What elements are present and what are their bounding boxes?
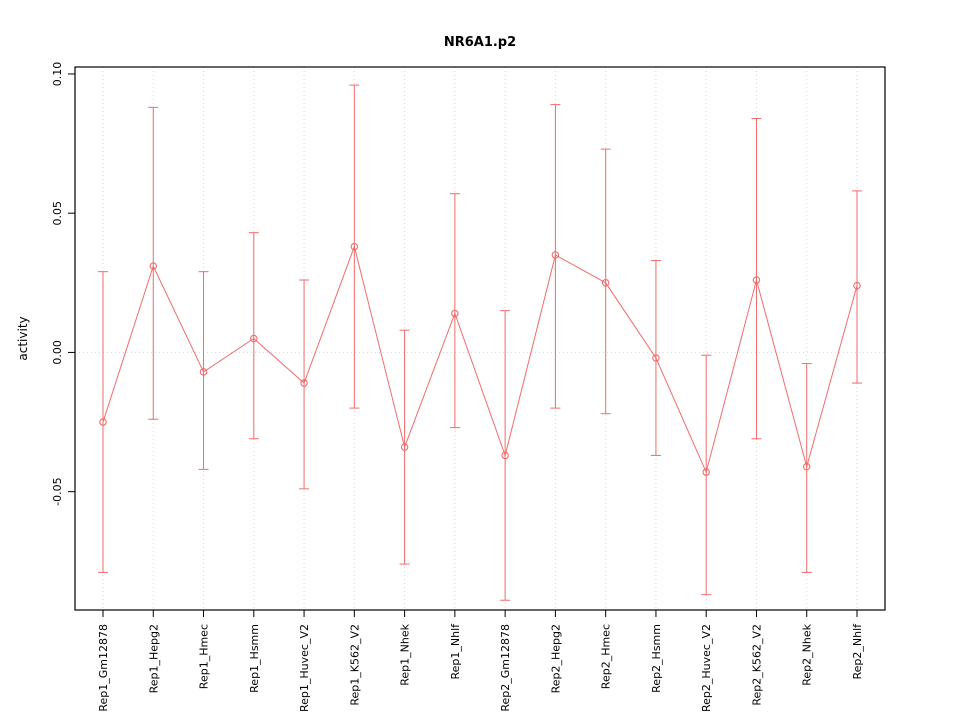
- x-tick-label: Rep1_Nhlf: [449, 623, 462, 680]
- data-point: [199, 368, 208, 376]
- data-point: [652, 354, 660, 362]
- x-tick-label: Rep1_Hepg2: [147, 624, 160, 693]
- x-tick-label: Rep2_Hepg2: [549, 624, 562, 693]
- chart-title: NR6A1.p2: [444, 35, 516, 50]
- data-point: [350, 242, 359, 251]
- data-point: [702, 468, 710, 476]
- data-point: [300, 379, 308, 387]
- x-tick-label: Rep1_Hsmm: [248, 624, 261, 693]
- data-point: [501, 451, 509, 460]
- data-point: [853, 281, 861, 290]
- data-point: [551, 251, 560, 259]
- x-tick-label: Rep1_Hmec: [198, 624, 211, 689]
- y-tick-label: 0.00: [51, 340, 64, 365]
- data-point: [802, 462, 811, 471]
- x-tick-label: Rep2_K562_V2: [750, 624, 763, 706]
- x-tick-label: Rep2_Huvec_V2: [700, 624, 713, 712]
- data-point: [400, 443, 409, 451]
- data-point: [149, 262, 158, 270]
- x-tick-label: Rep1_Gm12878: [97, 624, 110, 712]
- y-axis-label: activity: [16, 316, 30, 360]
- plot-border: [74, 66, 886, 611]
- data-point: [250, 334, 258, 343]
- y-tick-label: -0.05: [51, 477, 64, 505]
- x-tick-label: Rep2_Gm12878: [499, 624, 512, 712]
- x-tick-label: Rep2_Nhek: [801, 623, 814, 685]
- data-point: [752, 276, 761, 284]
- data-point: [99, 418, 107, 426]
- x-tick-label: Rep1_Huvec_V2: [298, 624, 311, 712]
- y-tick-label: 0.05: [51, 201, 64, 226]
- y-tick-label: 0.10: [51, 62, 64, 87]
- data-point: [601, 279, 610, 287]
- x-tick-label: Rep1_K562_V2: [348, 624, 361, 706]
- plot-area: -0.05 0.00 0.05 0.10 Rep1_Gm12878 Rep1_Hepg2 R…: [51, 62, 886, 712]
- x-tick-label: Rep2_Nhlf: [851, 623, 864, 680]
- x-tick-label: Rep1_Nhek: [399, 623, 412, 685]
- x-tick-label: Rep2_Hsmm: [650, 624, 663, 693]
- x-tick-label: Rep2_Hmec: [600, 624, 613, 689]
- series-line: [102, 244, 858, 474]
- data-point: [451, 309, 459, 318]
